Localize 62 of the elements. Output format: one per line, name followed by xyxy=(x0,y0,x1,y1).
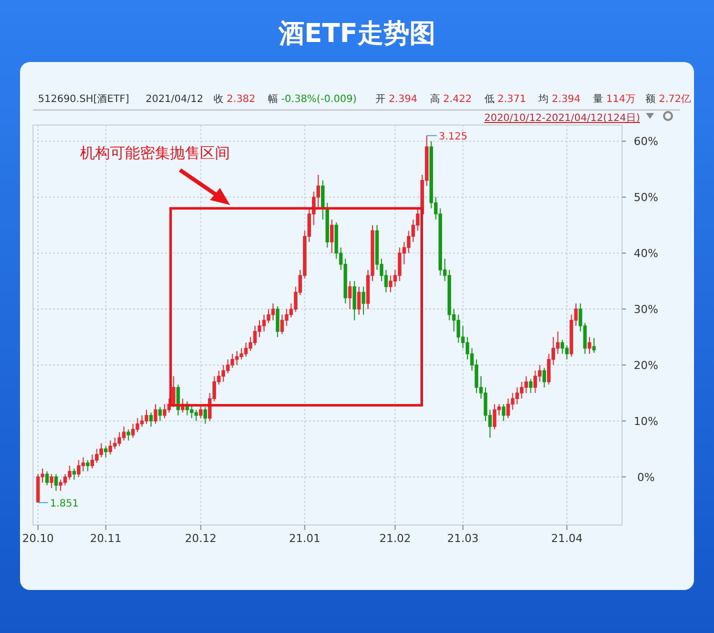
candlestick xyxy=(81,456,85,472)
candlestick xyxy=(194,409,198,422)
candlestick xyxy=(149,412,153,428)
candlestick xyxy=(588,336,592,354)
candlestick xyxy=(321,180,325,220)
candlestick xyxy=(528,378,532,394)
candlestick xyxy=(362,286,366,316)
candlestick xyxy=(45,470,49,486)
candlestick xyxy=(276,306,280,338)
candlestick xyxy=(104,446,108,458)
text: 512690.SH[酒ETF] xyxy=(38,93,130,105)
candlestick xyxy=(54,474,58,492)
candlestick xyxy=(126,428,130,442)
candlestick xyxy=(198,404,202,419)
x-tick-label: 20.11 xyxy=(90,532,122,545)
annotation: 1.851 xyxy=(50,498,79,510)
candlestick xyxy=(348,280,352,310)
candlestick xyxy=(50,474,54,489)
y-tick-label: 10% xyxy=(634,414,658,428)
candlestick xyxy=(86,460,90,472)
candlestick xyxy=(357,286,361,316)
candlestick xyxy=(560,339,564,354)
text: 开 2.394 xyxy=(376,94,418,105)
candlestick xyxy=(592,338,596,354)
candlestick xyxy=(68,465,72,480)
candlestick xyxy=(352,280,356,321)
candlestick xyxy=(154,404,158,424)
text: 幅 -0.38%(-0.009) xyxy=(268,93,357,105)
candlestick xyxy=(108,440,112,456)
x-tick-label: 21.03 xyxy=(447,532,479,545)
candlestick xyxy=(131,423,135,438)
text: 低 2.371 xyxy=(484,94,526,105)
text: 额 2.72亿 xyxy=(646,93,692,105)
y-tick-label: 0% xyxy=(637,470,655,484)
candlestick xyxy=(524,376,528,394)
text: 量 114万 xyxy=(593,94,636,105)
annotation: 3.125 xyxy=(438,132,468,143)
text: 高 2.422 xyxy=(430,93,472,105)
candlestick xyxy=(72,468,76,480)
chart-subtitle: 2020/10/12-2021/04/12(124日) xyxy=(484,113,640,124)
text: 2021/04/12 xyxy=(146,94,204,105)
candlestick xyxy=(502,404,506,422)
candlestick xyxy=(330,219,334,254)
y-tick-label: 50% xyxy=(634,191,658,204)
y-tick-label: 60% xyxy=(634,135,658,148)
x-tick-label: 21.02 xyxy=(379,532,411,545)
y-tick-label: 40% xyxy=(634,247,658,260)
x-tick-label: 20.10 xyxy=(22,532,54,545)
text: 收 2.382 xyxy=(214,94,256,105)
candlestick xyxy=(203,406,208,424)
candlestick xyxy=(542,367,546,388)
y-tick-label: 30% xyxy=(634,303,658,316)
y-tick-label: 20% xyxy=(634,359,658,372)
candlestick xyxy=(172,376,176,408)
candlestick xyxy=(271,302,275,321)
x-tick-label: 21.01 xyxy=(288,532,320,545)
x-tick-label: 21.04 xyxy=(551,532,583,545)
annotation: 机构可能密集抛售区间 xyxy=(80,144,230,162)
candlestick xyxy=(158,406,162,422)
x-tick-label: 20.12 xyxy=(184,532,216,545)
text: 均 2.394 xyxy=(538,93,581,105)
chart-title: 酒ETF走势图 xyxy=(277,19,436,49)
